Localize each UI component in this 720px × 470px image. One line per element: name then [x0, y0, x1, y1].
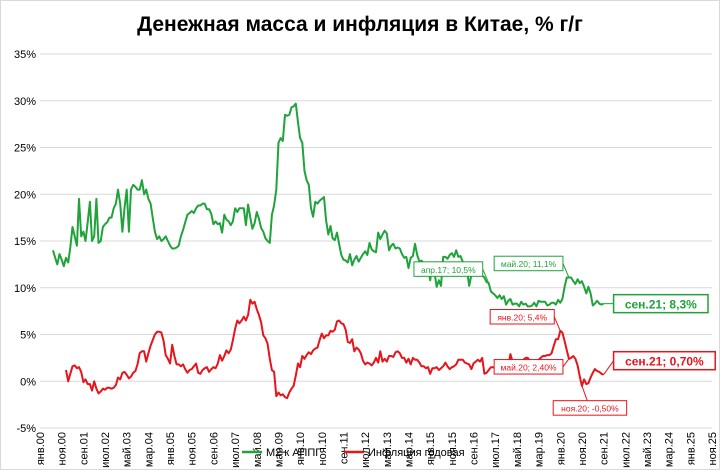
x-tick-label: янв.15: [425, 432, 437, 465]
data-label-text: май.20; 2,40%: [501, 363, 557, 373]
x-tick-label: ноя.10: [317, 432, 329, 465]
x-tick-label: май.23: [642, 432, 654, 467]
data-label-box: [493, 359, 564, 375]
data-label-text: сен.21; 0,70%: [625, 355, 704, 369]
data-label-box: [612, 293, 709, 314]
x-tick-label: янв.20: [555, 432, 567, 465]
legend: М2 к АППГ Инфляция годовая: [242, 447, 465, 459]
x-tick-label: мар.14: [404, 432, 416, 467]
x-tick-label: мар.24: [664, 432, 676, 467]
x-tick-label: мар.09: [273, 432, 285, 467]
x-tick-label: май.08: [252, 432, 264, 467]
x-tick-label: май.03: [122, 432, 134, 467]
x-tick-label: июл.12: [360, 432, 372, 468]
data-label-text: янв.20; 5,4%: [497, 313, 547, 323]
x-tick-label: янв.05: [165, 432, 177, 465]
x-tick-label: ноя.15: [447, 432, 459, 465]
x-tick-label: май.18: [512, 432, 524, 467]
data-label: янв.20; 5,4%: [489, 309, 561, 331]
y-tick-label: 15%: [14, 236, 36, 248]
legend-label-m2: М2 к АППГ: [266, 447, 321, 459]
y-tick-label: 25%: [14, 143, 36, 155]
x-tick-label: июл.22: [620, 432, 632, 468]
x-tick-label: сен.06: [208, 432, 220, 465]
legend-label-inflation: Инфляция годовая: [368, 447, 465, 459]
y-tick-label: 5%: [20, 330, 36, 342]
data-label-box: [413, 261, 484, 277]
y-tick-label: 10%: [14, 283, 36, 295]
data-label-text: май.20; 11,1%: [501, 259, 557, 269]
x-tick-label: янв.10: [295, 432, 307, 465]
x-tick-label: ноя.25: [707, 432, 719, 465]
x-tick-label: ноя.05: [187, 432, 199, 465]
data-label-text: ноя.20; -0,50%: [561, 404, 619, 414]
x-tick-label: сен.21: [599, 432, 611, 465]
x-tick-label: июл.02: [100, 432, 112, 468]
x-tick-label: мар.04: [143, 432, 155, 467]
x-tick-label: янв.25: [685, 432, 697, 465]
x-axis-ticks: янв.00 ноя.00 сен.01 июл.02 май.03 мар.04 янв.…: [35, 432, 719, 468]
x-tick-label: ноя.20: [577, 432, 589, 465]
y-tick-label: -5%: [16, 423, 36, 435]
data-label: май.20; 11,1%: [493, 255, 570, 278]
data-label-leader: [482, 268, 490, 284]
y-tick-label: 0%: [20, 376, 36, 388]
data-label-box: [612, 350, 716, 371]
x-tick-label: июл.07: [230, 432, 242, 468]
data-label: ноя.20; -0,50%: [552, 385, 628, 416]
data-label: май.20; 2,40%: [493, 358, 570, 375]
data-label-text: апр.17; 10,5%: [421, 265, 476, 275]
x-tick-label: июл.17: [490, 432, 502, 468]
series-line-m2: [52, 102, 605, 308]
y-axis-ticks: -5% 0% 5% 10% 15% 20% 25% 30% 35%: [14, 49, 36, 435]
y-tick-label: 30%: [14, 96, 36, 108]
x-tick-label: мар.19: [534, 432, 546, 467]
x-tick-label: ноя.00: [57, 432, 69, 465]
data-label: апр.17; 10,5%: [413, 261, 490, 284]
y-tick-label: 20%: [14, 189, 36, 201]
y-tick-label: 35%: [14, 49, 36, 61]
chart-title: Денежная масса и инфляция в Китае, % г/г: [137, 13, 583, 36]
x-tick-label: май.13: [382, 432, 394, 467]
x-tick-label: янв.00: [35, 432, 47, 465]
data-label: сен.21; 0,70%: [603, 350, 716, 375]
x-tick-label: сен.01: [78, 432, 90, 465]
data-label-box: [552, 400, 628, 416]
data-label-leader: [553, 316, 561, 331]
data-label-leader: [562, 358, 570, 368]
x-tick-label: сен.16: [469, 432, 481, 465]
data-label-leader: [562, 263, 570, 278]
data-label-text: сен.21; 8,3%: [625, 298, 697, 312]
data-label-box: [489, 309, 555, 325]
data-label-leader: [603, 360, 615, 375]
gridlines: [40, 53, 712, 429]
data-labels: апр.17; 10,5% май.20; 11,1% сен.21; 8,3% ян…: [413, 255, 716, 416]
data-label-box: [493, 255, 564, 272]
data-label: сен.21; 8,3%: [603, 293, 709, 314]
x-tick-label: сен.11: [338, 432, 350, 464]
